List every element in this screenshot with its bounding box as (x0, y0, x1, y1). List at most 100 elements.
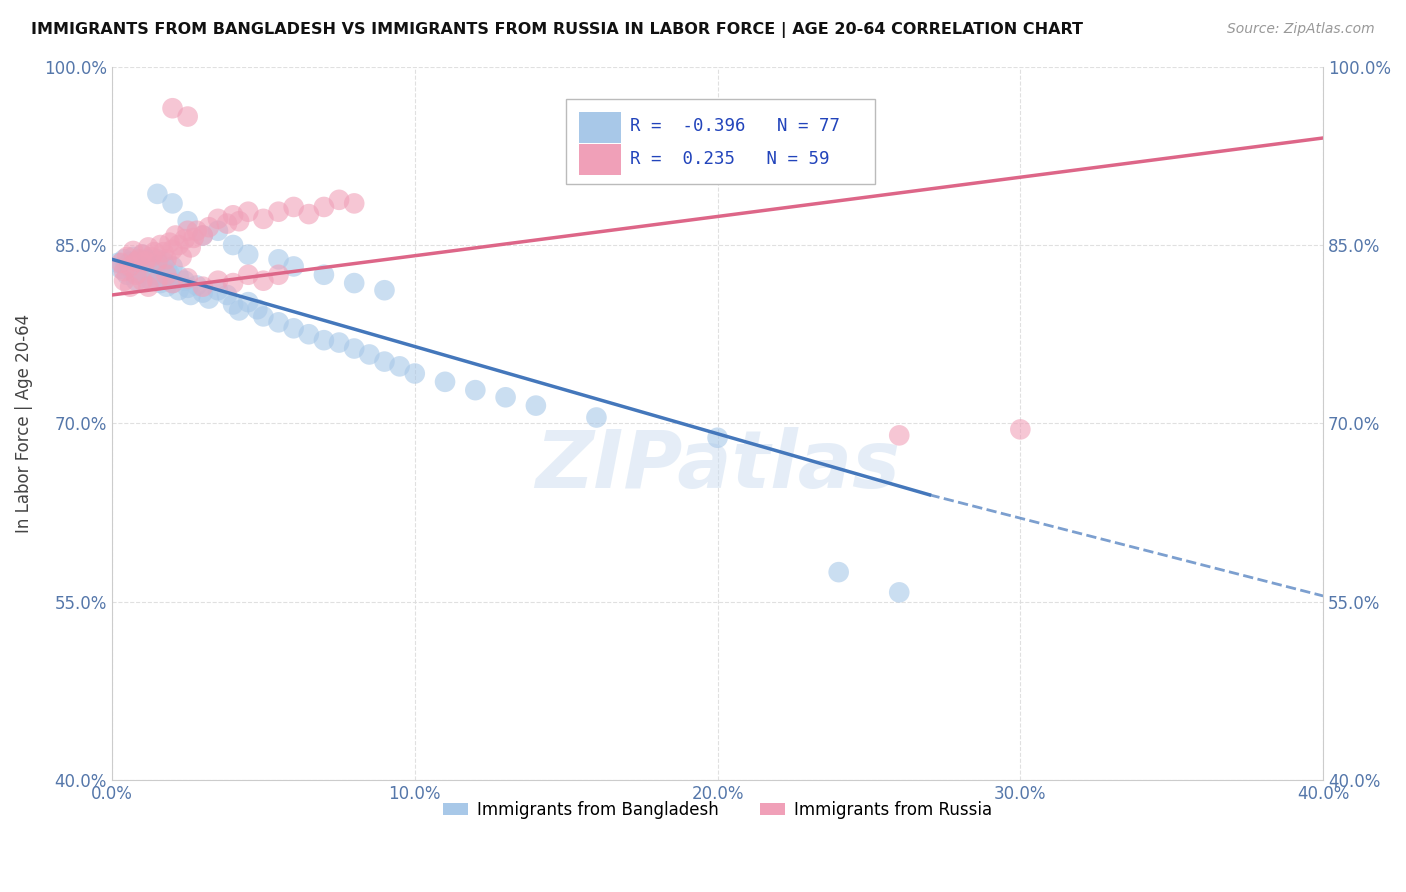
Point (222, 238, 245, 252)
Point (146, 252, 169, 267)
Point (252, 274, 274, 288)
Point (373, 354, 395, 368)
Point (191, 279, 214, 293)
Point (222, 276, 245, 290)
Point (343, 276, 366, 290)
Point (167, 283, 190, 297)
FancyBboxPatch shape (567, 99, 875, 185)
Point (298, 207, 321, 221)
Point (176, 224, 198, 238)
Point (136, 264, 159, 278)
Point (128, 252, 150, 267)
Point (312, 333, 335, 347)
Point (252, 211, 274, 226)
Point (128, 267, 150, 281)
Point (115, 260, 138, 274)
Point (152, 254, 174, 268)
Point (110, 261, 132, 276)
Point (252, 310, 274, 324)
Point (238, 204, 260, 219)
Point (159, 235, 181, 250)
Point (131, 260, 153, 274)
Point (267, 268, 290, 282)
Point (585, 410, 607, 425)
Point (146, 268, 169, 282)
Point (134, 271, 156, 285)
Point (122, 244, 145, 258)
Point (328, 193, 350, 207)
Point (134, 254, 156, 268)
Point (162, 276, 184, 290)
Point (112, 264, 135, 278)
Point (134, 254, 156, 268)
Point (312, 268, 335, 282)
Text: Source: ZipAtlas.com: Source: ZipAtlas.com (1227, 22, 1375, 37)
Point (198, 220, 221, 235)
Point (343, 342, 366, 356)
Point (115, 268, 138, 282)
Point (173, 274, 195, 288)
Point (215, 217, 238, 231)
Point (1010, 422, 1032, 436)
Point (120, 260, 142, 274)
Point (136, 252, 159, 267)
Point (159, 267, 181, 281)
Point (267, 315, 290, 329)
Point (149, 238, 172, 252)
Legend: Immigrants from Bangladesh, Immigrants from Russia: Immigrants from Bangladesh, Immigrants f… (437, 794, 998, 825)
Point (170, 250, 193, 264)
Point (889, 428, 911, 442)
Point (112, 274, 135, 288)
Point (146, 274, 169, 288)
Point (152, 245, 174, 260)
Point (162, 243, 184, 257)
Point (122, 264, 145, 278)
Point (359, 347, 381, 361)
Point (120, 254, 142, 268)
Point (131, 274, 153, 288)
Point (267, 204, 290, 219)
Point (141, 274, 163, 288)
Point (149, 260, 172, 274)
Point (186, 224, 208, 238)
Point (283, 260, 305, 274)
Point (165, 228, 187, 243)
Point (524, 399, 547, 413)
Text: R =  -0.396   N = 77: R = -0.396 N = 77 (630, 117, 841, 135)
Point (267, 252, 290, 267)
Point (198, 292, 221, 306)
Point (152, 271, 174, 285)
Point (283, 200, 305, 214)
Text: IMMIGRANTS FROM BANGLADESH VS IMMIGRANTS FROM RUSSIA IN LABOR FORCE | AGE 20-64 : IMMIGRANTS FROM BANGLADESH VS IMMIGRANTS… (31, 22, 1083, 38)
Point (146, 254, 169, 268)
Point (343, 196, 366, 211)
Point (136, 279, 159, 293)
Point (162, 260, 184, 274)
Point (125, 274, 148, 288)
Point (162, 101, 184, 115)
Point (173, 232, 195, 246)
Point (191, 228, 214, 243)
Point (131, 247, 153, 261)
Point (125, 257, 148, 271)
Point (495, 390, 517, 404)
Point (176, 110, 198, 124)
Text: R =  0.235   N = 59: R = 0.235 N = 59 (630, 151, 830, 169)
Point (328, 335, 350, 350)
Point (146, 186, 169, 201)
Point (464, 383, 486, 397)
Point (120, 279, 142, 293)
Point (155, 252, 177, 267)
Point (228, 214, 250, 228)
Point (107, 256, 129, 270)
Point (889, 585, 911, 599)
Point (162, 276, 184, 290)
Point (207, 283, 229, 297)
Text: ZIPatlas: ZIPatlas (536, 427, 900, 505)
Point (125, 254, 148, 268)
Point (180, 240, 202, 254)
Point (238, 295, 260, 310)
Y-axis label: In Labor Force | Age 20-64: In Labor Force | Age 20-64 (15, 314, 32, 533)
Point (191, 228, 214, 243)
FancyBboxPatch shape (579, 144, 620, 175)
